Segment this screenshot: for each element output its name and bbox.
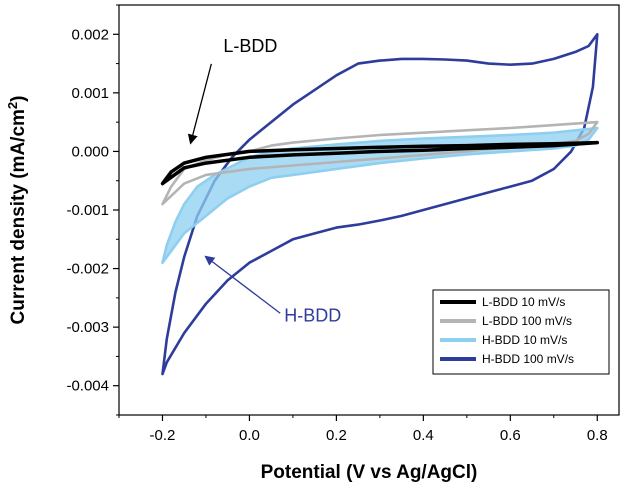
x-axis-ticks: -0.2 0.0 0.2 0.4 0.6 0.8 — [118, 415, 608, 444]
y-axis-title-main: Current density (mA/cm — [8, 109, 29, 324]
annotations: L-BDD H-BDD — [187, 36, 341, 325]
legend-label-l-bdd-100-mv-s: L-BDD 100 mV/s — [482, 314, 572, 328]
x-tick-label: 0.0 — [239, 427, 260, 444]
y-tick-label: 0.001 — [71, 85, 109, 102]
y-axis-title-sup: 2 — [5, 102, 20, 109]
y-tick-label: -0.004 — [66, 378, 109, 395]
legend-label-l-bdd-10-mv-s: L-BDD 10 mV/s — [482, 295, 565, 309]
annotation-label-l-bdd: L-BDD — [223, 36, 277, 56]
x-tick-label: 0.8 — [587, 427, 608, 444]
x-tick-label: 0.4 — [413, 427, 434, 444]
annotation-label-h-bdd: H-BDD — [284, 305, 341, 325]
y-tick-label: -0.002 — [66, 261, 109, 278]
y-axis-title: Current density (mA/cm2) — [5, 96, 29, 325]
y-axis-ticks: 0.002 0.001 0.000 -0.001 -0.002 -0.003 -0.004 — [66, 4, 119, 416]
x-tick-label: 0.6 — [500, 427, 521, 444]
data-curves — [160, 32, 600, 376]
series-h-bdd-100-mv-s — [161, 32, 599, 376]
y-tick-label: 0.002 — [71, 26, 109, 43]
y-tick-label: -0.003 — [66, 319, 109, 336]
y-tick-label: -0.001 — [66, 202, 109, 219]
y-tick-label: 0.000 — [71, 143, 109, 160]
x-tick-label: 0.2 — [326, 427, 347, 444]
series-l-bdd-10-mv-s — [160, 140, 600, 186]
annotation-arrow-l-bdd — [187, 63, 212, 145]
x-tick-label: -0.2 — [150, 427, 176, 444]
x-axis-title: Potential (V vs Ag/AgCl) — [261, 462, 478, 483]
legend-label-h-bdd-10-mv-s: H-BDD 10 mV/s — [482, 333, 567, 347]
legend: L-BDD 10 mV/s L-BDD 100 mV/s H-BDD 10 mV/s… — [432, 289, 610, 375]
annotation-arrow-h-bdd — [204, 255, 281, 314]
y-axis-title-close: ) — [8, 96, 29, 102]
legend-label-h-bdd-100-mv-s: H-BDD 100 mV/s — [482, 352, 574, 366]
